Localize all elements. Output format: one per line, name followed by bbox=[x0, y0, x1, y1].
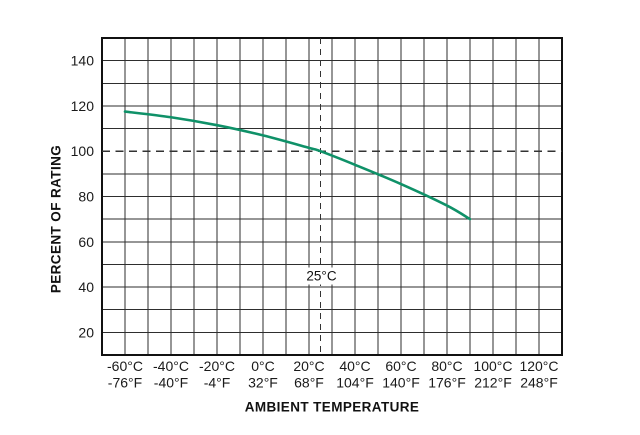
plot-border bbox=[101, 37, 563, 356]
x-tick-label-fahrenheit: -76°F bbox=[108, 375, 142, 391]
x-tick-label-celsius: 20°C bbox=[293, 358, 324, 374]
y-tick-label: 80 bbox=[78, 189, 94, 205]
x-tick-label-fahrenheit: 176°F bbox=[428, 375, 466, 391]
y-tick-label: 140 bbox=[71, 53, 95, 69]
y-axis-title: PERCENT OF RATING bbox=[48, 144, 64, 294]
x-tick-label-celsius: -60°C bbox=[107, 358, 143, 374]
x-tick-label-celsius: 80°C bbox=[431, 358, 462, 374]
y-tick-label: 100 bbox=[71, 143, 95, 159]
x-tick-label-fahrenheit: 68°F bbox=[294, 375, 324, 391]
x-tick-label-fahrenheit: 32°F bbox=[248, 375, 278, 391]
y-tick-label: 40 bbox=[78, 279, 94, 295]
x-tick-label-celsius: 100°C bbox=[473, 358, 512, 374]
x-tick-label-celsius: -40°C bbox=[153, 358, 189, 374]
y-tick-label: 120 bbox=[71, 98, 95, 114]
x-tick-label-fahrenheit: -40°F bbox=[154, 375, 188, 391]
x-tick-label-celsius: 60°C bbox=[385, 358, 416, 374]
x-tick-label-celsius: 0°C bbox=[251, 358, 275, 374]
x-tick-label-fahrenheit: 212°F bbox=[474, 375, 512, 391]
y-tick-label: 20 bbox=[78, 324, 94, 340]
x-tick-label-celsius: 40°C bbox=[339, 358, 370, 374]
x-tick-label-fahrenheit: 140°F bbox=[382, 375, 420, 391]
x-tick-label-celsius: -20°C bbox=[199, 358, 235, 374]
percent-of-rating-derating-curve bbox=[123, 110, 472, 221]
x-tick-label-fahrenheit: 248°F bbox=[520, 375, 558, 391]
x-tick-label-celsius: 120°C bbox=[519, 358, 558, 374]
y-tick-label: 60 bbox=[78, 234, 94, 250]
25c-reference-label: 25°C bbox=[302, 267, 341, 285]
x-tick-label-fahrenheit: -4°F bbox=[204, 375, 231, 391]
x-tick-label-fahrenheit: 104°F bbox=[336, 375, 374, 391]
x-axis-title: AMBIENT TEMPERATURE bbox=[244, 399, 420, 415]
